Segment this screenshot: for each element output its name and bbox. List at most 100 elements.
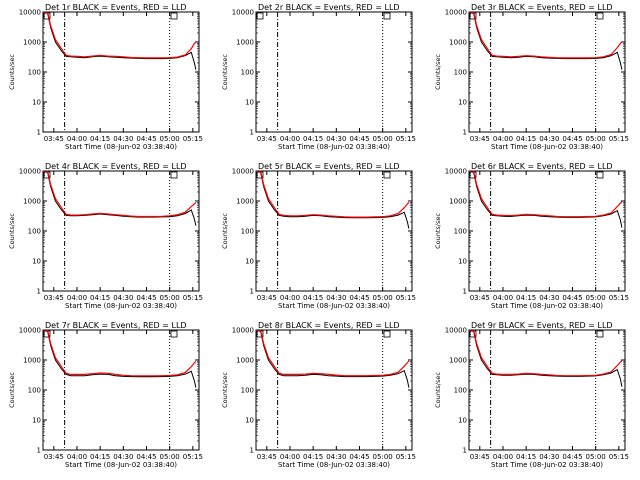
- detector-plot-2: Det 2r BLACK = Events, RED = LLD 1 10 100 10…: [221, 3, 416, 151]
- plot-frame: [468, 11, 626, 133]
- plot-frame: [468, 170, 626, 292]
- y-tick-label: 100: [241, 228, 254, 236]
- detector-plot-6: Det 6r BLACK = Events, RED = LLD 1 10 100 10…: [434, 162, 629, 310]
- y-tick-label: 1: [250, 288, 254, 296]
- x-tick-label: 05:00: [373, 135, 393, 143]
- y-tick-label: 10000: [445, 327, 467, 335]
- x-tick-label: 04:00: [493, 294, 513, 302]
- y-tick-label: 10000: [445, 9, 467, 17]
- y-tick-label: 10: [458, 99, 467, 107]
- x-axis-label: Start Time (08-Jun-02 03:38:40): [491, 143, 603, 151]
- x-tick-label: 03:45: [257, 135, 277, 143]
- y-axis-label: Counts/sec: [8, 54, 16, 90]
- detector-plot-3: Det 3r BLACK = Events, RED = LLD 1 10 100 10…: [434, 3, 629, 151]
- y-tick-label: 1000: [23, 357, 41, 365]
- x-tick-label: 04:15: [303, 135, 323, 143]
- x-tick-label: 04:00: [493, 453, 513, 461]
- x-tick-label: 03:45: [44, 135, 64, 143]
- y-tick-label: 100: [241, 69, 254, 77]
- x-tick-label: 04:00: [280, 135, 300, 143]
- y-tick-label: 100: [454, 228, 467, 236]
- x-axis-label: Start Time (08-Jun-02 03:38:40): [491, 461, 603, 469]
- y-tick-label: 1000: [449, 39, 467, 47]
- x-tick-label: 05:15: [609, 294, 629, 302]
- x-tick-label: 03:45: [470, 135, 490, 143]
- x-tick-label: 04:30: [326, 453, 346, 461]
- y-tick-label: 10000: [19, 9, 41, 17]
- x-tick-label: 04:00: [67, 135, 87, 143]
- lld-line: [256, 330, 410, 377]
- y-tick-label: 1: [250, 129, 254, 137]
- y-axis-label: Counts/sec: [221, 372, 229, 408]
- corner-marker-box: [596, 171, 604, 179]
- x-axis-label: Start Time (08-Jun-02 03:38:40): [278, 143, 390, 151]
- x-tick-label: 05:00: [373, 453, 393, 461]
- x-tick-label: 05:00: [586, 294, 606, 302]
- x-tick-label: 04:45: [136, 294, 156, 302]
- y-tick-label: 1: [37, 288, 41, 296]
- x-tick-label: 03:45: [257, 453, 277, 461]
- corner-marker-box: [383, 12, 391, 20]
- x-tick-label: 05:00: [373, 294, 393, 302]
- x-tick-label: 04:30: [539, 453, 559, 461]
- y-tick-label: 1000: [23, 198, 41, 206]
- events-line: [469, 330, 623, 387]
- corner-marker-box: [596, 12, 604, 20]
- y-tick-label: 100: [28, 69, 41, 77]
- y-tick-label: 10000: [19, 168, 41, 176]
- x-tick-label: 05:15: [183, 453, 203, 461]
- y-tick-label: 100: [454, 69, 467, 77]
- y-axis-label: Counts/sec: [434, 54, 442, 90]
- x-tick-label: 03:45: [44, 294, 64, 302]
- y-tick-label: 100: [28, 387, 41, 395]
- corner-marker-box: [256, 12, 264, 20]
- events-line: [469, 171, 623, 228]
- corner-marker-box: [383, 171, 391, 179]
- y-tick-label: 10000: [232, 168, 254, 176]
- x-tick-label: 04:45: [136, 135, 156, 143]
- y-tick-label: 100: [241, 387, 254, 395]
- x-tick-label: 04:45: [562, 135, 582, 143]
- x-tick-label: 05:15: [183, 135, 203, 143]
- x-tick-label: 04:45: [562, 294, 582, 302]
- detector-plot-5: Det 5r BLACK = Events, RED = LLD 1 10 100 10…: [221, 162, 416, 310]
- plot-title: Det 9r BLACK = Events, RED = LLD: [471, 321, 613, 330]
- y-tick-label: 1000: [236, 198, 254, 206]
- y-tick-label: 10: [458, 417, 467, 425]
- x-tick-label: 04:45: [562, 453, 582, 461]
- y-tick-label: 10: [32, 417, 41, 425]
- lld-line: [43, 12, 197, 59]
- y-axis-label: Counts/sec: [221, 213, 229, 249]
- plot-frame: [255, 329, 413, 451]
- y-axis-label: Counts/sec: [8, 372, 16, 408]
- x-axis-label: Start Time (08-Jun-02 03:38:40): [278, 461, 390, 469]
- plot-frame: [255, 11, 413, 133]
- y-tick-label: 1000: [449, 198, 467, 206]
- x-tick-label: 04:15: [90, 135, 110, 143]
- x-tick-label: 04:45: [136, 453, 156, 461]
- lld-line: [256, 171, 410, 218]
- detector-plot-4: Det 4r BLACK = Events, RED = LLD 1 10 100 10…: [8, 162, 203, 310]
- y-tick-label: 10: [245, 99, 254, 107]
- x-tick-label: 04:30: [539, 135, 559, 143]
- y-tick-label: 10000: [232, 327, 254, 335]
- x-tick-label: 04:15: [516, 294, 536, 302]
- detector-plot-8: Det 8r BLACK = Events, RED = LLD 1 10 100 10…: [221, 321, 416, 469]
- plot-title: Det 1r BLACK = Events, RED = LLD: [45, 3, 187, 12]
- x-tick-label: 05:00: [160, 294, 180, 302]
- x-tick-label: 05:00: [160, 453, 180, 461]
- plot-frame: [468, 329, 626, 451]
- y-tick-label: 10: [245, 258, 254, 266]
- y-axis-label: Counts/sec: [221, 54, 229, 90]
- detector-plot-1: Det 1r BLACK = Events, RED = LLD 1 10 100 10…: [8, 3, 203, 151]
- lld-line: [43, 330, 197, 377]
- plot-title: Det 8r BLACK = Events, RED = LLD: [258, 321, 400, 330]
- plot-frame: [42, 329, 200, 451]
- y-tick-label: 1: [250, 447, 254, 455]
- lld-line: [469, 330, 623, 377]
- x-tick-label: 05:15: [396, 453, 416, 461]
- x-tick-label: 04:15: [516, 135, 536, 143]
- x-tick-label: 05:00: [586, 453, 606, 461]
- x-tick-label: 05:15: [396, 135, 416, 143]
